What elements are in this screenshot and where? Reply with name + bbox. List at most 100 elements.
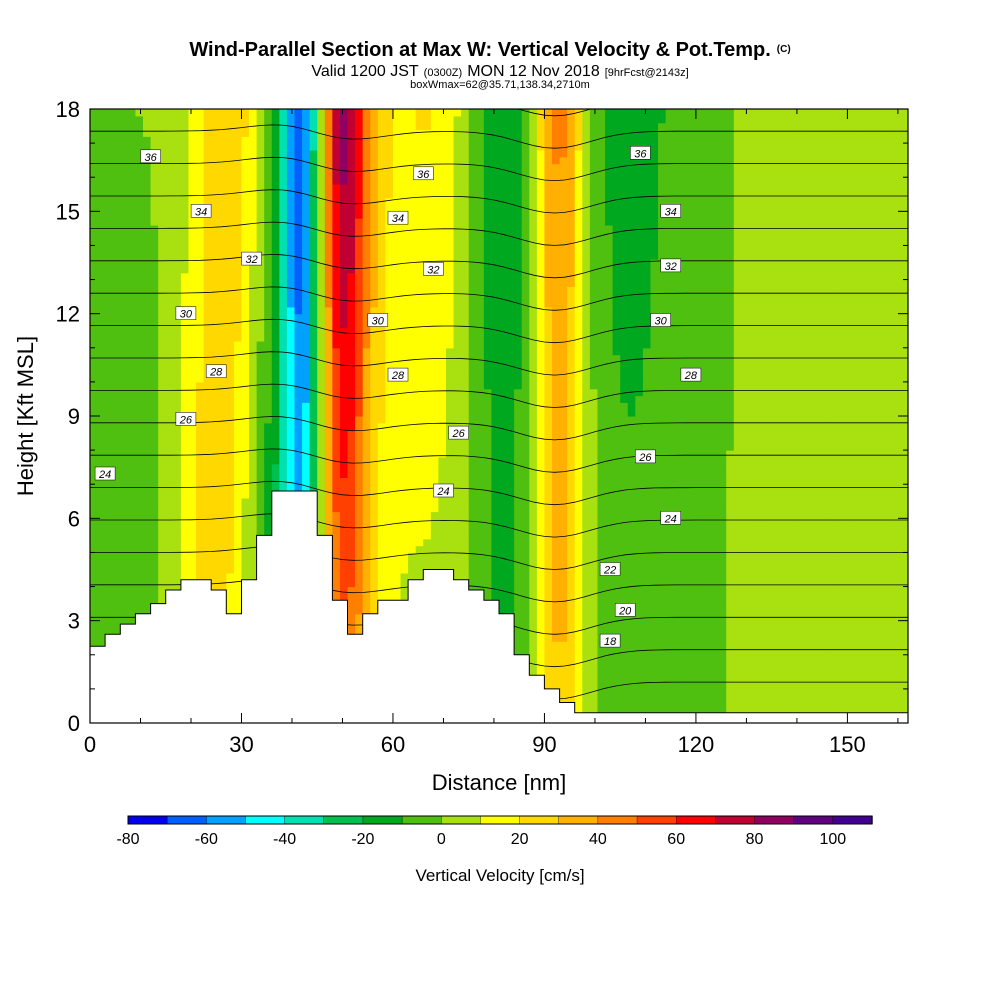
w-cell — [135, 416, 144, 424]
w-cell — [211, 279, 220, 287]
w-cell — [317, 388, 326, 397]
w-cell — [423, 129, 432, 137]
w-cell — [158, 306, 167, 315]
w-cell — [233, 491, 243, 499]
w-cell — [347, 306, 356, 315]
w-cell — [468, 279, 477, 287]
w-cell — [499, 381, 508, 390]
w-cell — [430, 504, 439, 513]
w-cell — [264, 231, 273, 240]
w-cell — [196, 347, 205, 356]
w-cell — [165, 163, 174, 171]
w-cell — [430, 518, 439, 526]
w-cell — [143, 477, 152, 485]
w-cell — [347, 436, 356, 444]
w-cell — [332, 190, 341, 199]
w-cell — [112, 381, 121, 390]
w-cell — [453, 491, 462, 499]
w-cell — [408, 218, 417, 226]
w-cell — [483, 416, 493, 424]
w-cell — [233, 381, 243, 390]
w-cell — [143, 197, 152, 206]
w-cell — [461, 545, 470, 554]
w-cell — [211, 416, 220, 424]
w-cell — [150, 115, 159, 124]
w-cell — [377, 368, 386, 376]
w-cell — [468, 538, 477, 547]
w-cell — [392, 238, 402, 247]
w-cell — [90, 429, 99, 438]
w-cell — [218, 265, 227, 274]
w-cell — [90, 163, 99, 171]
w-cell — [408, 204, 417, 212]
w-cell — [286, 306, 296, 315]
w-cell — [97, 375, 106, 383]
w-cell — [249, 491, 258, 499]
w-cell — [377, 136, 386, 144]
w-cell — [461, 129, 470, 137]
w-cell — [355, 579, 364, 588]
w-cell — [385, 190, 394, 199]
w-cell — [499, 518, 508, 526]
w-cell — [218, 184, 227, 192]
w-cell — [97, 184, 106, 192]
w-cell — [438, 313, 447, 322]
w-cell — [233, 456, 243, 465]
w-cell — [90, 177, 99, 185]
w-cell — [286, 320, 296, 328]
w-cell — [97, 422, 106, 431]
w-cell — [203, 375, 212, 383]
w-cell — [408, 443, 417, 451]
w-cell — [483, 143, 493, 151]
w-cell — [430, 409, 439, 417]
w-cell — [143, 511, 152, 519]
w-cell — [362, 156, 371, 165]
w-cell — [135, 252, 144, 260]
w-cell — [385, 272, 394, 281]
w-cell — [135, 204, 144, 212]
w-cell — [362, 224, 371, 233]
w-cell — [483, 115, 493, 124]
w-cell — [347, 525, 356, 533]
w-cell — [271, 300, 280, 308]
w-cell — [362, 122, 371, 131]
w-cell — [461, 204, 470, 212]
w-cell — [445, 470, 455, 478]
w-cell — [97, 531, 106, 540]
w-cell — [165, 190, 174, 199]
w-cell — [226, 450, 235, 458]
w-cell — [362, 504, 371, 513]
w-cell — [339, 511, 349, 519]
w-cell — [430, 129, 439, 137]
w-cell — [339, 218, 349, 226]
w-cell — [120, 252, 129, 260]
w-cell — [347, 238, 356, 247]
w-cell — [158, 586, 167, 594]
w-cell — [143, 184, 152, 192]
w-cell — [211, 381, 220, 390]
w-cell — [445, 559, 455, 567]
w-cell — [226, 518, 235, 526]
w-cell — [339, 334, 349, 342]
w-cell — [112, 238, 121, 247]
w-cell — [203, 272, 212, 281]
w-cell — [355, 497, 364, 506]
w-cell — [324, 129, 333, 137]
w-cell — [158, 320, 167, 328]
w-cell — [385, 163, 394, 171]
w-cell — [347, 252, 356, 260]
w-cell — [491, 497, 500, 506]
w-cell — [90, 620, 99, 629]
w-cell — [180, 211, 190, 219]
w-cell — [468, 572, 477, 581]
w-cell — [355, 340, 364, 349]
w-cell — [226, 122, 235, 131]
w-cell — [491, 491, 500, 499]
w-cell — [203, 484, 212, 492]
w-cell — [302, 368, 311, 376]
w-cell — [324, 497, 333, 506]
w-cell — [233, 409, 243, 417]
w-cell — [339, 347, 349, 356]
w-cell — [158, 109, 167, 117]
